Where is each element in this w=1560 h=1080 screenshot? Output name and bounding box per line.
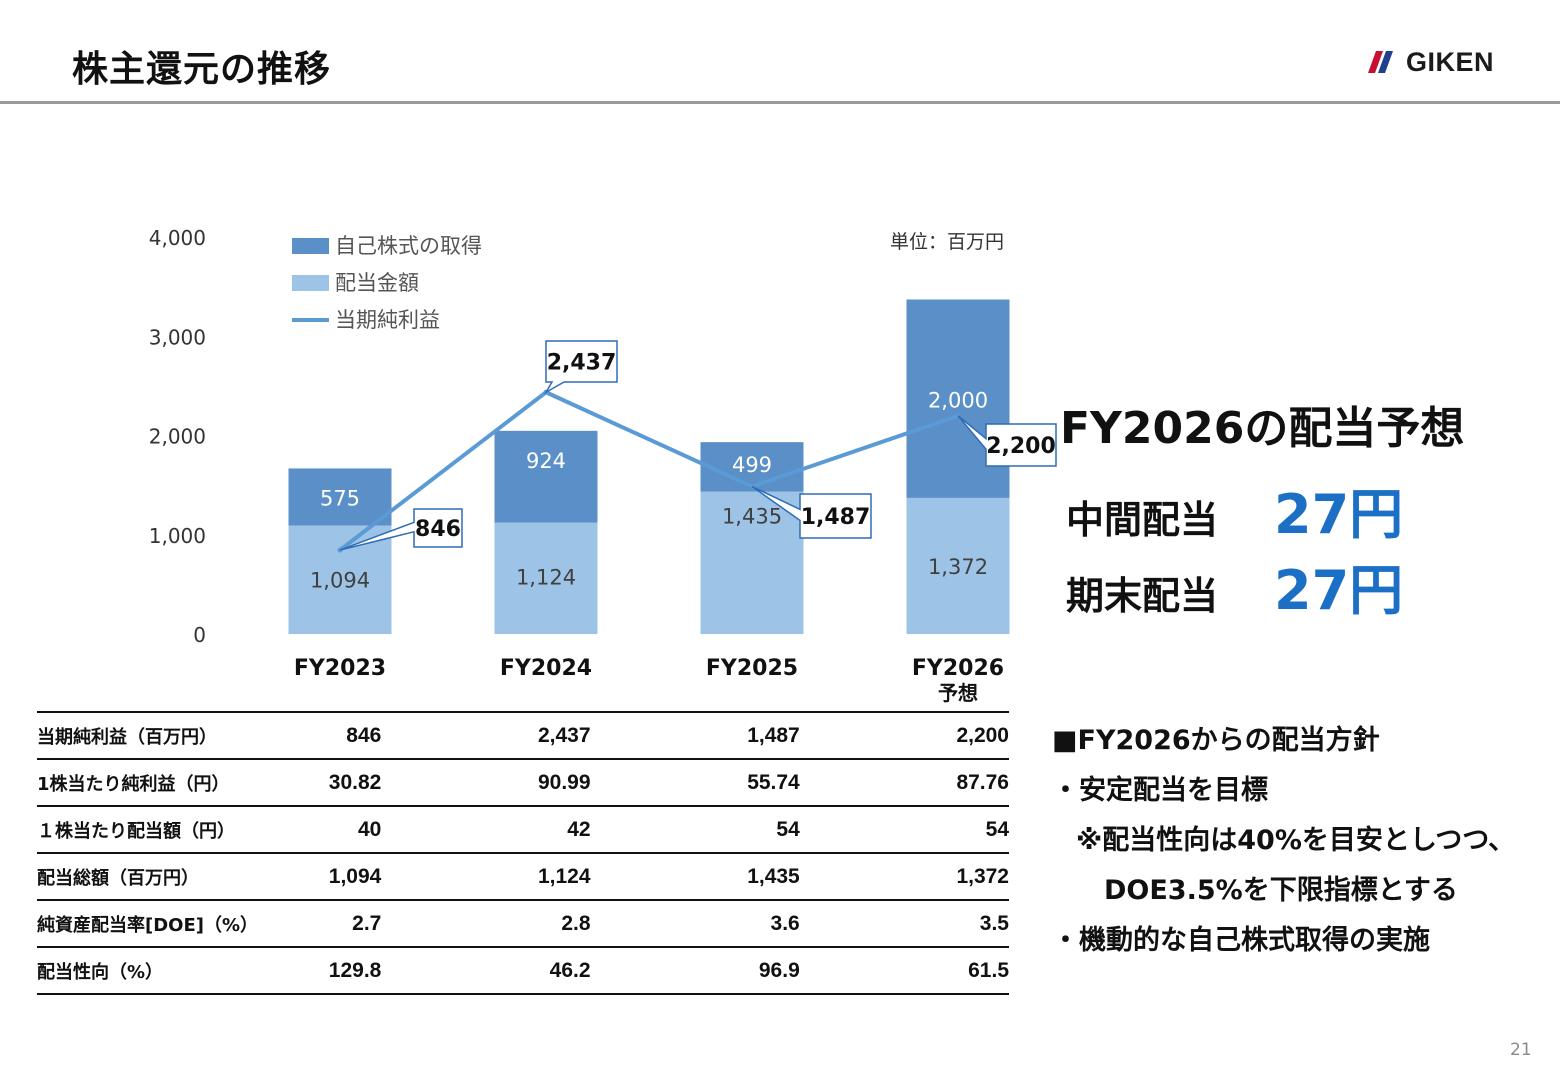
giken-logo-mark-icon [1368,51,1393,73]
table-row: １株当たり配当額（円） 40 42 54 54 [37,805,1009,854]
bar-data-label: 1,372 [928,555,988,579]
table-cell: 87.76 [799,758,1009,807]
bar-buyback [494,430,598,523]
row-label: 当期純利益（百万円） [37,711,286,760]
row-label: 純資産配当率[DOE]（%） [37,899,286,948]
bar-data-label: 1,094 [310,568,370,592]
shareholder-return-chart: 0 1,000 2,000 3,000 4,000 1,094 575 1,124 924 1,4… [149,226,1057,705]
net-income-callout [339,508,463,551]
table-cell: 55.74 [590,758,800,807]
title-divider [0,101,1560,104]
giken-logo: GIKEN [1368,46,1494,78]
page-title: 株主還元の推移 [72,49,332,90]
yearend-dividend-row: 期末配当 27円 [1066,546,1403,625]
policy-item-stable-dividend: ・安定配当を目標 [1052,775,1268,806]
bar-dividend [700,491,804,634]
dividend-policy: ■FY2026からの配当方針 ・安定配当を目標 ※配当性向は40%を目安としつつ… [1052,722,1515,972]
y-tick-label: 1,000 [149,524,206,548]
table-cell: 1,435 [590,852,800,901]
x-category-label: FY2026 [912,656,1004,681]
x-category-sublabel: 予想 [938,681,978,705]
table-cell: 2,437 [381,711,591,760]
table-cell: 2.8 [381,899,591,948]
bar-data-label: 1,124 [516,565,576,589]
table-cell: 40 [285,805,382,854]
bar-dividend [494,522,598,634]
legend-label-net-income: 当期純利益 [335,308,440,332]
table-cell: 3.6 [590,899,800,948]
x-category-label: FY2024 [500,656,592,681]
line-data-label: 846 [415,517,461,542]
bar-dividend [906,497,1010,634]
table-cell: 1,372 [799,852,1009,901]
row-label: 1株当たり純利益（円） [37,758,286,807]
policy-note-payout: ※配当性向は40%を目安としつつ、 [1076,825,1516,856]
bar-data-label: 499 [732,453,772,477]
policy-item-buyback: ・機動的な自己株式取得の実施 [1052,925,1430,956]
net-income-callout [751,485,872,539]
line-data-label: 2,437 [547,351,617,376]
table-cell: 54 [799,805,1009,854]
yearend-dividend-label: 期末配当 [1066,574,1219,618]
bar-buyback [288,468,392,526]
y-tick-label: 3,000 [149,325,206,349]
logo-text: GIKEN [1406,46,1495,77]
x-category-label: FY2023 [294,656,386,681]
x-category-label: FY2025 [706,656,798,681]
financial-table: 当期純利益（百万円） 846 2,437 1,487 2,200 1株当たり純利益（円）… [37,711,1009,995]
line-data-label: 2,200 [986,434,1056,459]
row-label: １株当たり配当額（円） [37,805,286,854]
table-row: 配当性向（%） 129.8 46.2 96.9 61.5 [37,946,1009,995]
y-tick-label: 4,000 [149,226,206,250]
bar-data-label: 1,435 [722,505,782,529]
bar-data-label: 575 [320,486,360,510]
interim-dividend-value: 27円 [1274,483,1404,546]
table-cell: 46.2 [381,946,591,995]
table-cell: 96.9 [590,946,800,995]
line-data-label: 1,487 [801,505,871,530]
table-cell: 129.8 [285,946,382,995]
yearend-dividend-value: 27円 [1274,559,1404,622]
table-row: 1株当たり純利益（円） 30.82 90.99 55.74 87.76 [37,758,1009,807]
table-cell: 54 [590,805,800,854]
table-cell: 42 [381,805,591,854]
table-cell: 3.5 [799,899,1009,948]
table-cell: 61.5 [799,946,1009,995]
net-income-callout [543,340,618,395]
bar-dividend [288,525,392,634]
y-tick-label: 2,000 [149,425,206,449]
row-label: 配当総額（百万円） [37,852,286,901]
table-cell: 90.99 [381,758,591,807]
interim-dividend-row: 中間配当 27円 [1066,470,1403,549]
table-row: 当期純利益（百万円） 846 2,437 1,487 2,200 [37,711,1009,760]
table-cell: 1,094 [285,852,382,901]
bar-buyback [700,442,804,492]
table-cell: 2.7 [285,899,382,948]
page-number: 21 [1510,1040,1532,1060]
legend-label-dividend: 配当金額 [335,271,419,295]
net-income-line [338,389,959,552]
net-income-callout [957,415,1057,467]
table-cell: 846 [285,711,382,760]
bar-data-label: 924 [526,449,566,473]
policy-heading: ■FY2026からの配当方針 [1052,725,1380,756]
y-tick-label: 0 [193,623,206,647]
unit-note: 単位：百万円 [890,231,1004,253]
row-label: 配当性向（%） [37,946,286,995]
legend-swatch-dividend [292,275,329,291]
legend-swatch-buyback [292,238,329,254]
table-row: 配当総額（百万円） 1,094 1,124 1,435 1,372 [37,852,1009,901]
forecast-title: FY2026の配当予想 [1060,403,1465,454]
bar-data-label: 2,000 [928,388,988,412]
policy-note-doe: DOE3.5%を下限指標とする [1104,875,1458,906]
legend-label-buyback: 自己株式の取得 [335,234,482,258]
table-row: 純資産配当率[DOE]（%） 2.7 2.8 3.6 3.5 [37,899,1009,948]
interim-dividend-label: 中間配当 [1066,498,1219,542]
table-cell: 2,200 [799,711,1009,760]
table-cell: 1,487 [590,711,800,760]
table-cell: 30.82 [285,758,382,807]
table-cell: 1,124 [381,852,591,901]
